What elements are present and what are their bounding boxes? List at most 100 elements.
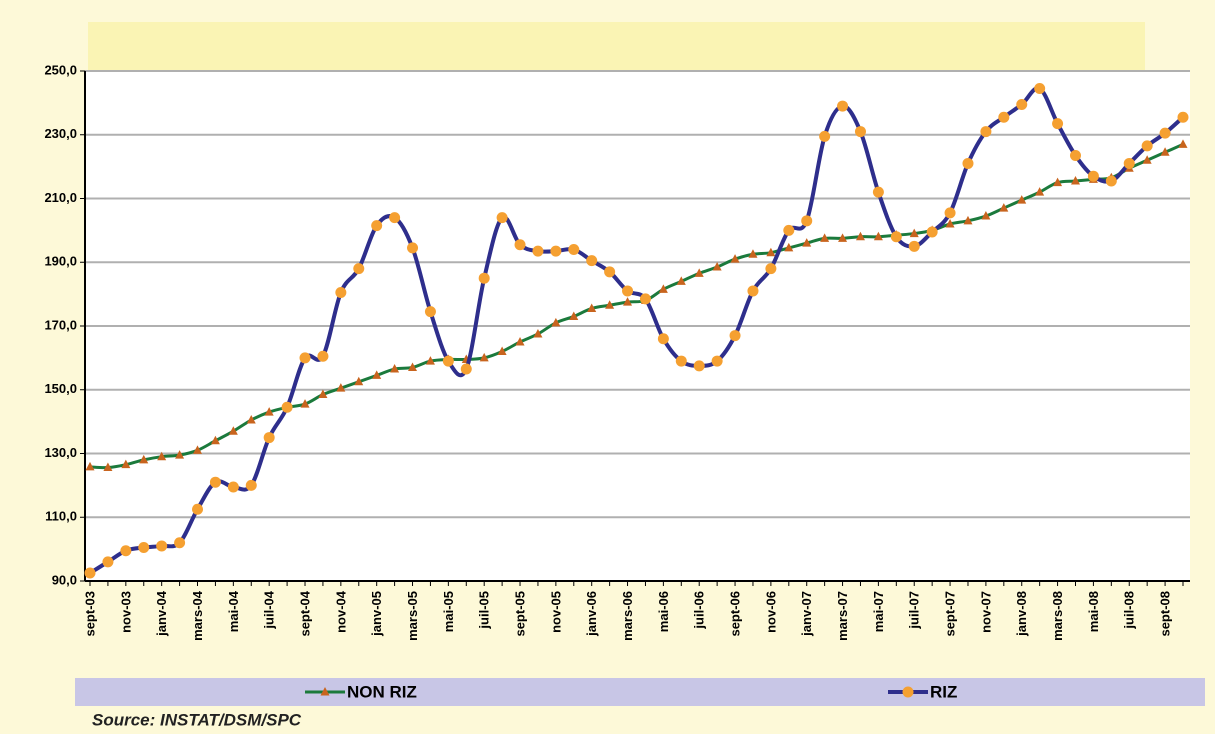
marker	[747, 285, 759, 297]
marker	[515, 336, 525, 346]
marker	[730, 254, 740, 263]
marker	[1070, 175, 1080, 185]
marker	[156, 540, 168, 552]
marker	[479, 352, 489, 362]
marker	[317, 350, 329, 362]
marker	[820, 233, 830, 242]
marker	[103, 462, 113, 472]
marker	[623, 297, 633, 306]
marker	[765, 263, 777, 275]
marker	[442, 355, 454, 367]
marker	[729, 330, 741, 342]
marker	[622, 285, 634, 297]
x-tick-label: mai-06	[656, 591, 671, 632]
marker	[281, 401, 293, 413]
marker	[1159, 127, 1171, 139]
x-tick-label: nov-03	[118, 591, 133, 633]
x-tick-label: juil-05	[477, 591, 492, 630]
marker	[121, 459, 131, 469]
marker	[139, 454, 149, 464]
x-tick-label: sept-06	[727, 591, 742, 637]
marker	[962, 157, 974, 169]
marker	[693, 360, 705, 372]
marker	[658, 284, 668, 293]
legend-band	[75, 678, 1205, 706]
marker	[299, 352, 311, 364]
x-tick-label: sept-03	[82, 591, 97, 637]
marker	[1177, 111, 1189, 123]
marker	[496, 212, 508, 224]
marker	[712, 262, 722, 271]
marker	[909, 228, 919, 238]
marker	[1069, 149, 1081, 161]
marker	[838, 233, 848, 242]
x-tick-label: janv-06	[584, 591, 599, 637]
legend-label: RIZ	[930, 682, 957, 701]
marker	[675, 355, 687, 367]
marker	[963, 215, 973, 225]
y-tick-label: 250,0	[44, 62, 77, 77]
x-tick-label: nov-05	[548, 591, 563, 633]
x-tick-label: sept-08	[1158, 591, 1173, 637]
marker	[568, 244, 580, 255]
x-tick-label: juil-07	[907, 591, 922, 630]
marker	[390, 364, 400, 373]
y-tick-label: 190,0	[44, 254, 77, 269]
marker	[854, 126, 866, 138]
marker	[1087, 170, 1099, 182]
x-tick-label: mars-06	[620, 591, 635, 641]
marker	[318, 389, 328, 399]
marker	[657, 333, 669, 345]
x-tick-label: juil-06	[692, 591, 707, 630]
marker	[783, 224, 795, 236]
marker	[1052, 118, 1064, 130]
marker	[766, 247, 776, 257]
marker	[872, 186, 884, 198]
x-tick-label: sept-05	[512, 591, 527, 637]
marker	[424, 306, 436, 318]
marker	[85, 461, 95, 471]
title-band	[88, 22, 1145, 71]
marker	[694, 268, 704, 277]
y-tick-label: 90,0	[52, 572, 77, 587]
marker	[1178, 139, 1188, 148]
marker	[246, 415, 256, 424]
marker	[945, 219, 955, 228]
marker	[748, 249, 758, 258]
marker	[84, 567, 96, 579]
marker	[1034, 83, 1046, 95]
marker	[1105, 175, 1117, 187]
marker	[174, 537, 186, 549]
legend-label: NON RIZ	[347, 682, 417, 701]
x-tick-label: mars-05	[405, 591, 420, 641]
marker	[372, 370, 382, 379]
y-tick-label: 130,0	[44, 445, 77, 460]
marker	[1142, 155, 1152, 164]
marker	[353, 263, 365, 275]
x-tick-label: janv-05	[369, 591, 384, 637]
y-tick-label: 170,0	[44, 317, 77, 332]
y-tick-label: 150,0	[44, 381, 77, 396]
marker	[587, 303, 597, 312]
marker	[819, 130, 831, 142]
marker	[550, 245, 562, 257]
x-tick-label: mai-08	[1086, 591, 1101, 632]
marker	[533, 328, 543, 338]
marker	[569, 311, 579, 320]
marker	[354, 376, 364, 386]
marker	[604, 266, 616, 278]
marker	[944, 207, 956, 219]
marker	[1053, 177, 1063, 187]
marker	[1160, 147, 1170, 156]
marker	[981, 211, 991, 220]
marker	[926, 226, 938, 238]
marker	[371, 220, 383, 232]
x-tick-label: mai-05	[441, 591, 456, 632]
marker	[263, 432, 275, 444]
marker	[227, 481, 239, 493]
marker	[855, 231, 865, 241]
marker	[532, 245, 544, 257]
marker	[245, 479, 257, 491]
x-tick-label: nov-07	[978, 591, 993, 633]
marker	[138, 542, 150, 554]
